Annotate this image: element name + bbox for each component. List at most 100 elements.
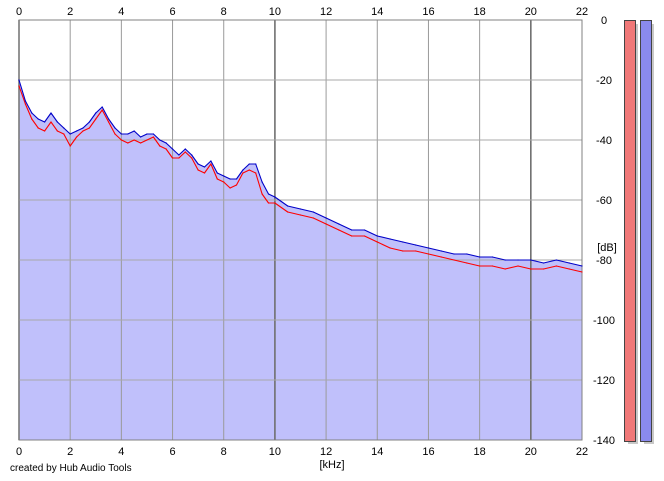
level-meter-left [624, 20, 636, 442]
series-point-red [197, 169, 199, 171]
x-tick-label-top: 4 [118, 6, 124, 18]
series-point-red [479, 265, 481, 267]
series-point-blue [43, 121, 46, 123]
x-tick-label-bottom: 8 [221, 446, 227, 458]
series-point-red [37, 127, 39, 129]
series-point-blue [555, 259, 558, 261]
series-point-red [223, 181, 225, 183]
x-tick-label-bottom: 6 [169, 446, 175, 458]
y-tick-label: -100 [593, 315, 615, 327]
x-tick-label-top: 14 [371, 6, 383, 18]
series-point-blue [159, 139, 161, 141]
series-point-blue [69, 133, 71, 135]
series-point-blue [139, 136, 142, 138]
series-point-red [242, 172, 244, 174]
series-point-blue [56, 121, 58, 123]
series-point-red [543, 268, 545, 270]
series-point-red [184, 151, 186, 153]
series-point-red [325, 223, 327, 225]
series-point-blue [216, 172, 218, 174]
series-point-red [453, 259, 455, 261]
series-point-blue [101, 106, 103, 108]
x-tick-label-top: 0 [16, 6, 22, 18]
series-point-blue [235, 178, 238, 180]
x-tick-labels-top: 0 2 4 6 8 10 12 14 16 18 20 22 [16, 6, 588, 18]
series-point-red [440, 256, 442, 258]
series-point-blue [543, 262, 545, 264]
series-point-red [191, 157, 193, 159]
plot-border [18, 19, 583, 441]
x-tick-labels-bottom: 0 2 4 6 8 10 12 14 16 18 20 22 [16, 446, 588, 458]
series-point-blue [50, 112, 52, 114]
series-point-red [210, 163, 212, 165]
series-point-red [415, 250, 417, 252]
series-point-blue [31, 112, 33, 114]
x-tick-label-top: 22 [576, 6, 588, 18]
series-point-red [88, 127, 90, 129]
series-point-red [491, 265, 494, 267]
series-point-red [152, 136, 154, 138]
series-point-blue [203, 166, 206, 168]
series-point-red [31, 118, 33, 120]
series-point-red [165, 148, 167, 150]
series-point-blue [120, 133, 122, 135]
series-point-red [114, 133, 116, 135]
series-point-blue [287, 205, 289, 207]
x-tick-label-bottom: 10 [269, 446, 281, 458]
series-point-blue [127, 133, 129, 135]
series-point-blue [415, 244, 417, 246]
credit-text: created by Hub Audio Tools [10, 463, 132, 474]
series-point-blue [107, 118, 110, 120]
series-point-blue [491, 256, 494, 258]
series-point-blue [267, 193, 270, 195]
x-tick-label-bottom: 12 [320, 446, 332, 458]
series-layer [18, 79, 583, 273]
series-point-blue [440, 250, 442, 252]
series-point-blue [82, 127, 84, 129]
series-point-red [312, 217, 314, 219]
series-point-blue [517, 259, 519, 261]
x-tick-label-bottom: 22 [576, 446, 588, 458]
series-point-red [171, 157, 174, 159]
series-point-blue [88, 121, 90, 123]
grid-layer [18, 19, 583, 441]
series-point-blue [191, 154, 193, 156]
x-tick-label-top: 20 [525, 6, 537, 18]
series-point-red [127, 142, 129, 144]
series-point-red [216, 178, 218, 180]
series-point-red [261, 193, 263, 195]
series-point-red [530, 268, 532, 270]
series-point-blue [165, 142, 167, 144]
x-tick-label-bottom: 18 [474, 446, 486, 458]
series-point-red [389, 247, 391, 249]
x-tick-label-top: 2 [67, 6, 73, 18]
series-point-red [274, 202, 276, 204]
series-point-blue [242, 169, 244, 171]
series-point-blue [453, 253, 455, 255]
series-point-red [203, 172, 206, 174]
series-point-red [178, 157, 180, 159]
series-point-blue [504, 259, 506, 261]
series-point-red [267, 202, 270, 204]
series-point-red [18, 85, 20, 87]
series-point-red [568, 268, 570, 270]
series-point-blue [146, 133, 148, 135]
series-point-red [235, 184, 238, 186]
y-tick-label: -60 [596, 195, 612, 207]
series-point-blue [24, 100, 26, 102]
series-point-blue [18, 79, 20, 81]
x-tick-label-bottom: 4 [118, 446, 124, 458]
x-tick-label-bottom: 14 [371, 446, 383, 458]
series-point-red [69, 145, 71, 147]
series-point-red [338, 229, 340, 231]
series-point-red [24, 103, 26, 105]
series-point-red [95, 118, 97, 120]
series-point-red [299, 214, 302, 216]
level-meter-right [640, 20, 652, 442]
series-point-blue [338, 223, 340, 225]
series-point-blue [229, 178, 231, 180]
series-point-red [159, 145, 161, 147]
series-point-blue [581, 265, 583, 267]
series-point-red [50, 121, 52, 123]
